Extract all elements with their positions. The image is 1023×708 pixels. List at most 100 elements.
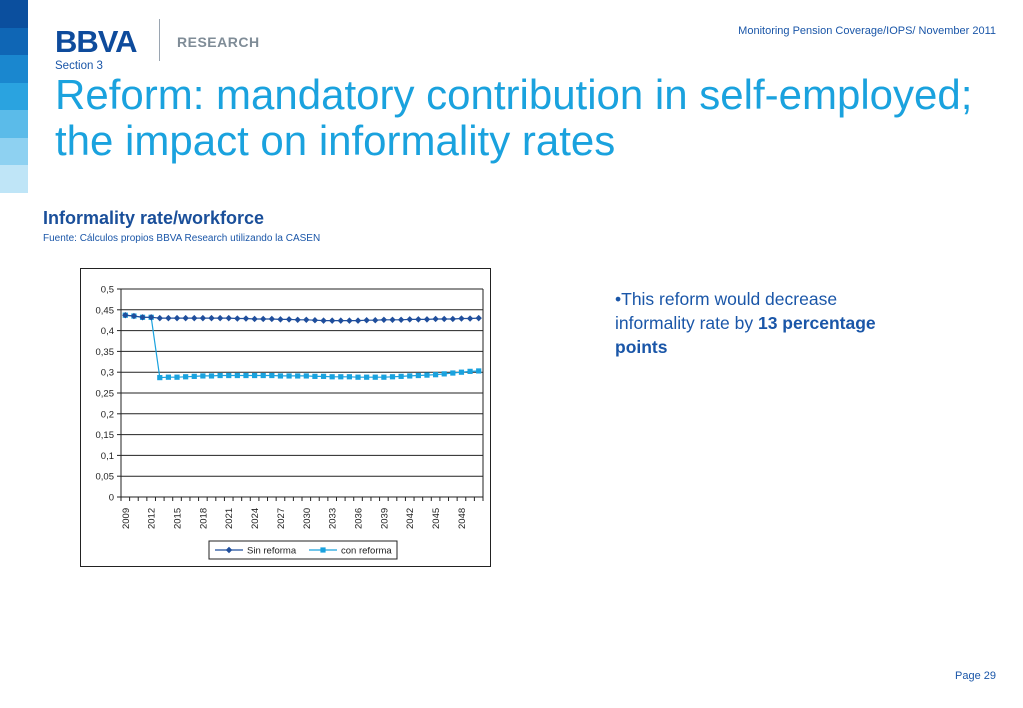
data-point-sin-reforma (397, 316, 405, 323)
x-tick-label: 2033 (328, 508, 339, 529)
slide-title: Reform: mandatory contribution in self-e… (55, 71, 973, 164)
data-point-con-reforma (174, 374, 180, 380)
data-point-con-reforma (398, 373, 404, 379)
data-point-con-reforma (338, 374, 344, 380)
series-line (125, 314, 479, 379)
x-tick-label: 2015 (173, 508, 184, 529)
legend-label: Sin reforma (247, 546, 297, 557)
data-point-sin-reforma (165, 314, 172, 322)
bullet-point: •This reform would decrease informality … (615, 287, 905, 359)
data-point-con-reforma (372, 374, 378, 380)
data-point-con-reforma (277, 373, 284, 379)
x-tick-label: 2045 (431, 508, 442, 529)
data-point-sin-reforma (277, 316, 284, 323)
data-point-con-reforma (329, 374, 335, 380)
informality-line-chart: 0 0,05 0,1 0,15 0,2 0,25 0,3 0,35 0,4 0,45 0,5 2009… (96, 285, 484, 560)
data-point-sin-reforma (432, 315, 439, 323)
legend-box (208, 540, 398, 560)
data-point-con-reforma (381, 374, 387, 380)
y-tick-label: 0,1 (101, 451, 114, 462)
data-point-con-reforma (355, 374, 361, 380)
side-strip-block (0, 27, 28, 55)
data-point-con-reforma (286, 373, 292, 379)
data-point-con-reforma (226, 372, 232, 379)
data-point-sin-reforma (449, 315, 457, 323)
data-point-con-reforma (243, 372, 249, 379)
y-tick-label: 0 (109, 493, 114, 504)
chart-heading: Informality rate/workforce (43, 208, 265, 228)
x-tick-label: 2039 (379, 508, 390, 529)
x-tick-label: 2048 (457, 508, 468, 529)
chart-frame: 0 0,05 0,1 0,15 0,2 0,25 0,3 0,35 0,4 0,45 0,5 2009… (80, 268, 491, 567)
data-point-con-reforma (312, 373, 318, 379)
data-point-sin-reforma (363, 317, 370, 324)
data-point-sin-reforma (303, 316, 310, 323)
data-point-sin-reforma (173, 314, 181, 322)
x-tick-label: 2009 (121, 508, 132, 529)
data-point-sin-reforma (423, 316, 431, 323)
data-point-con-reforma (269, 372, 275, 379)
data-point-sin-reforma (294, 316, 301, 323)
data-point-sin-reforma (130, 312, 138, 320)
logo-divider (159, 19, 160, 61)
data-point-sin-reforma (208, 314, 215, 322)
y-tick-label: 0,05 (96, 472, 115, 483)
data-point-sin-reforma (458, 315, 465, 322)
data-point-sin-reforma (285, 316, 293, 323)
x-tick-label: 2036 (354, 508, 365, 529)
data-point-sin-reforma (311, 317, 319, 324)
data-point-sin-reforma (389, 316, 396, 323)
side-strip-block (0, 110, 28, 138)
header-note: Monitoring Pension Coverage/IOPS/ Novemb… (738, 25, 996, 37)
data-point-sin-reforma (216, 314, 224, 322)
data-point-con-reforma (295, 373, 301, 379)
y-tick-label: 0,15 (96, 430, 115, 441)
x-tick-label: 2018 (198, 508, 209, 529)
data-point-sin-reforma (406, 316, 413, 323)
data-point-con-reforma (476, 368, 482, 374)
data-point-sin-reforma (268, 315, 276, 323)
data-point-sin-reforma (147, 314, 155, 321)
y-tick-label: 0,35 (96, 347, 115, 358)
data-point-sin-reforma (242, 315, 250, 322)
data-point-con-reforma (157, 375, 163, 381)
x-tick-label: 2021 (224, 508, 235, 529)
data-point-con-reforma (303, 373, 309, 379)
data-point-con-reforma (217, 372, 223, 379)
data-point-sin-reforma (156, 314, 163, 322)
y-tick-label: 0,45 (96, 305, 115, 316)
data-point-sin-reforma (182, 314, 189, 322)
data-point-sin-reforma (346, 317, 353, 324)
data-point-sin-reforma (475, 314, 482, 322)
data-point-sin-reforma (337, 317, 344, 324)
bullet-text: •This reform would decrease informality … (615, 289, 838, 333)
legend-label: con reforma (341, 546, 392, 557)
data-point-con-reforma (208, 373, 215, 379)
data-point-con-reforma (320, 373, 327, 379)
data-point-sin-reforma (415, 316, 422, 323)
side-color-strip (0, 0, 28, 193)
data-point-con-reforma (458, 369, 465, 375)
data-point-sin-reforma (380, 316, 388, 323)
data-point-sin-reforma (354, 317, 362, 324)
data-point-sin-reforma (122, 312, 129, 319)
bbva-logo: BBVA (55, 24, 138, 59)
data-point-sin-reforma (199, 314, 207, 322)
data-point-con-reforma (346, 374, 353, 380)
data-point-con-reforma (389, 374, 396, 380)
data-point-con-reforma (441, 371, 447, 377)
data-point-con-reforma (450, 370, 456, 376)
y-tick-label: 0,5 (101, 285, 114, 296)
data-point-con-reforma (183, 374, 189, 380)
legend-marker-square (320, 547, 326, 553)
section-label: Section 3 (55, 60, 103, 72)
data-point-sin-reforma (328, 317, 336, 324)
data-point-sin-reforma (466, 315, 474, 322)
data-point-con-reforma (407, 373, 413, 379)
chart-source: Fuente: Cálculos propios BBVA Research u… (43, 233, 321, 244)
x-tick-label: 2042 (405, 508, 416, 529)
data-point-con-reforma (260, 372, 266, 379)
data-point-con-reforma (165, 374, 172, 380)
data-point-con-reforma (424, 372, 430, 378)
data-point-sin-reforma (225, 314, 232, 322)
